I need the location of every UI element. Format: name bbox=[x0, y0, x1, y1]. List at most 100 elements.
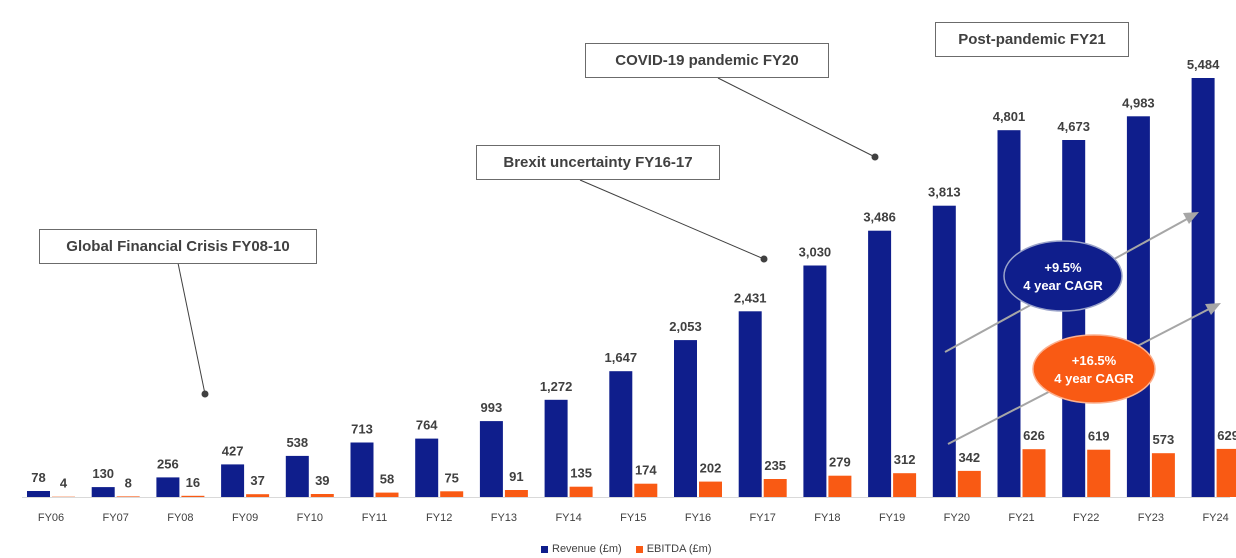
ebitda-bar-fy17 bbox=[763, 479, 787, 497]
x-tick-label-fy10: FY10 bbox=[297, 512, 323, 524]
x-tick-label-fy12: FY12 bbox=[426, 512, 452, 524]
brexit-pointer-line bbox=[579, 179, 765, 260]
revenue-value-label-fy11: 713 bbox=[351, 422, 373, 437]
revenue-bar-fy21 bbox=[997, 130, 1021, 497]
gfc-annotation: Global Financial Crisis FY08-10 bbox=[39, 229, 317, 264]
revenue-bar-fy15 bbox=[609, 371, 633, 497]
revenue-value-label-fy06: 78 bbox=[31, 470, 45, 485]
ebitda-value-label-fy19: 312 bbox=[894, 452, 916, 467]
ebitda-value-label-fy10: 39 bbox=[315, 473, 329, 488]
ebitda-value-label-fy11: 58 bbox=[380, 472, 394, 487]
x-tick-label-fy08: FY08 bbox=[167, 512, 193, 524]
revenue-bar-fy07 bbox=[91, 487, 115, 497]
ebitda-bar-fy21 bbox=[1022, 449, 1046, 497]
x-tick-label-fy22: FY22 bbox=[1073, 512, 1099, 524]
revenue-bar-fy09 bbox=[221, 464, 245, 497]
revenue-bar-fy10 bbox=[285, 455, 309, 497]
x-tick-label-fy16: FY16 bbox=[685, 512, 711, 524]
ebitda-bar-fy14 bbox=[569, 486, 593, 497]
revenue-bar-fy18 bbox=[803, 265, 827, 497]
ebitda-bar-fy23 bbox=[1151, 453, 1175, 497]
ebitda-value-label-fy06: 4 bbox=[60, 476, 68, 491]
x-tick-label-fy07: FY07 bbox=[103, 512, 129, 524]
revenue-bar-fy20 bbox=[932, 205, 956, 497]
ebitda-bar-fy22 bbox=[1087, 449, 1111, 497]
x-tick-label-fy14: FY14 bbox=[555, 512, 581, 524]
covid-pointer-dot bbox=[871, 153, 879, 161]
ebitda-value-label-fy23: 573 bbox=[1153, 432, 1175, 447]
ebitda-value-label-fy16: 202 bbox=[700, 461, 722, 476]
x-tick-label-fy06: FY06 bbox=[38, 512, 64, 524]
legend-label-ebitda: EBITDA (£m) bbox=[646, 543, 712, 555]
ebitda-bar-fy18 bbox=[828, 475, 852, 497]
ebitda-bar-fy16 bbox=[699, 481, 722, 497]
covid-pointer-line bbox=[717, 77, 876, 158]
annotation-lines bbox=[177, 77, 879, 398]
ebitda-bar-fy13 bbox=[504, 490, 528, 497]
ebitda-bar-fy10 bbox=[310, 494, 334, 497]
ebitda-value-label-fy20: 342 bbox=[958, 450, 980, 465]
revenue-value-label-fy21: 4,801 bbox=[993, 109, 1026, 124]
ebitda-value-label-fy07: 8 bbox=[125, 475, 132, 490]
revenue-value-label-fy18: 3,030 bbox=[799, 245, 832, 260]
ebitda-cagr-arrowhead bbox=[1205, 303, 1221, 315]
x-tick-label-fy20: FY20 bbox=[944, 512, 970, 524]
ebitda-cagr-label: 4 year CAGR bbox=[1054, 371, 1134, 386]
ebitda-value-label-fy22: 619 bbox=[1088, 429, 1110, 444]
brexit-pointer-dot bbox=[760, 255, 768, 263]
x-tick-label-fy18: FY18 bbox=[814, 512, 840, 524]
ebitda-cagr-value: +16.5% bbox=[1072, 353, 1117, 368]
revenue-value-label-fy23: 4,983 bbox=[1122, 95, 1155, 110]
revenue-value-label-fy19: 3,486 bbox=[863, 210, 896, 225]
x-tick-label-fy17: FY17 bbox=[750, 512, 776, 524]
legend-item-revenue: Revenue (£m) bbox=[541, 543, 622, 555]
revenue-cagr-value: +9.5% bbox=[1044, 260, 1082, 275]
revenue-bar-fy22 bbox=[1062, 140, 1086, 497]
ebitda-value-label-fy15: 174 bbox=[635, 463, 657, 478]
revenue-cagr-bubble: +9.5% 4 year CAGR bbox=[1003, 240, 1123, 312]
revenue-bar-fy19 bbox=[868, 230, 892, 497]
revenue-bar-fy14 bbox=[544, 399, 568, 497]
revenue-cagr-label: 4 year CAGR bbox=[1023, 278, 1103, 293]
ebitda-bar-fy07 bbox=[116, 496, 140, 497]
ebitda-value-label-fy14: 135 bbox=[570, 466, 592, 481]
revenue-value-label-fy24: 5,484 bbox=[1187, 57, 1220, 72]
revenue-value-label-fy22: 4,673 bbox=[1057, 119, 1090, 134]
ebitda-value-label-fy21: 626 bbox=[1023, 428, 1045, 443]
ebitda-value-label-fy18: 279 bbox=[829, 455, 851, 470]
revenue-value-label-fy14: 1,272 bbox=[540, 379, 573, 394]
x-tick-label-fy15: FY15 bbox=[620, 512, 646, 524]
x-tick-label-fy21: FY21 bbox=[1008, 512, 1034, 524]
ebitda-value-label-fy08: 16 bbox=[186, 475, 200, 490]
ebitda-bar-fy24 bbox=[1216, 448, 1236, 497]
x-tick-label-fy24: FY24 bbox=[1202, 512, 1228, 524]
revenue-bar-fy24 bbox=[1191, 78, 1215, 497]
ebitda-value-label-fy12: 75 bbox=[444, 470, 458, 485]
x-tick-label-fy11: FY11 bbox=[362, 512, 387, 524]
legend-label-revenue: Revenue (£m) bbox=[552, 543, 622, 555]
gfc-pointer-line bbox=[177, 262, 206, 395]
revenue-bar-fy06 bbox=[27, 491, 50, 497]
post-pandemic-annotation: Post-pandemic FY21 bbox=[935, 22, 1129, 57]
revenue-bar-fy23 bbox=[1126, 116, 1150, 498]
ebitda-bar-fy15 bbox=[634, 483, 658, 497]
revenue-bar-fy12 bbox=[415, 438, 439, 497]
chart-legend: Revenue (£m) EBITDA (£m) bbox=[541, 543, 712, 555]
x-tick-label-fy13: FY13 bbox=[491, 512, 517, 524]
gfc-pointer-dot bbox=[201, 390, 209, 398]
revenue-bar-fy17 bbox=[738, 311, 762, 497]
revenue-cagr-arrowhead bbox=[1183, 212, 1199, 224]
ebitda-value-label-fy24: 629 bbox=[1217, 428, 1236, 443]
x-tick-label-fy19: FY19 bbox=[879, 512, 905, 524]
ebitda-bar-fy08 bbox=[181, 495, 205, 497]
brexit-annotation: Brexit uncertainty FY16-17 bbox=[476, 145, 720, 180]
legend-item-ebitda: EBITDA (£m) bbox=[635, 543, 712, 555]
ebitda-bar-fy20 bbox=[957, 470, 981, 497]
revenue-value-label-fy20: 3,813 bbox=[928, 185, 961, 200]
ebitda-bar-fy09 bbox=[246, 494, 270, 497]
revenue-value-label-fy10: 538 bbox=[286, 435, 308, 450]
revenue-value-label-fy17: 2,431 bbox=[734, 290, 767, 305]
revenue-bar-fy16 bbox=[674, 340, 697, 497]
ebitda-bar-fy12 bbox=[440, 491, 464, 497]
